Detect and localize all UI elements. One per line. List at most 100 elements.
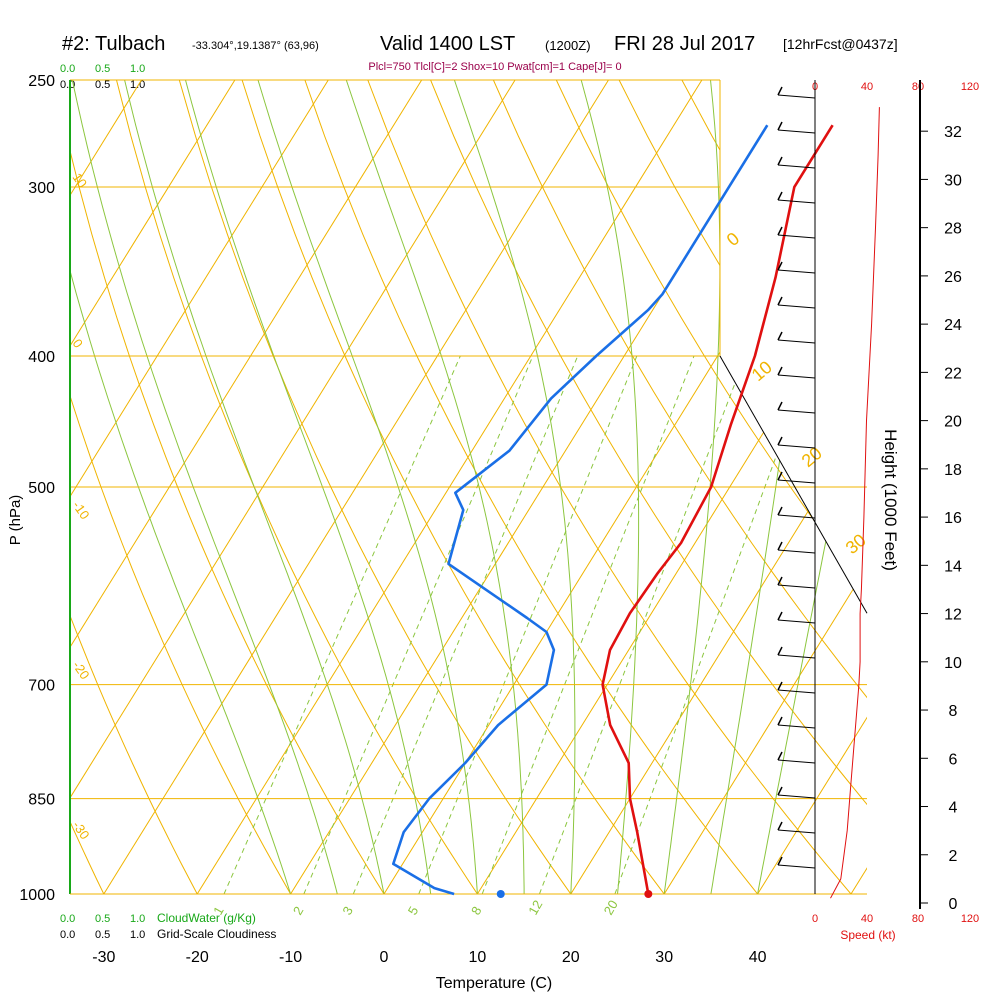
speed-tick-top-3: 120 bbox=[961, 81, 979, 93]
x-axis-title: Temperature (C) bbox=[436, 975, 552, 992]
wind-barb-flag bbox=[777, 716, 783, 726]
height-tick-label: 22 bbox=[944, 365, 962, 382]
dry-adiabat-line bbox=[933, 80, 1000, 894]
wind-barb bbox=[777, 479, 816, 484]
isotherm-label-left: 0 bbox=[70, 336, 86, 351]
wind-barb bbox=[777, 654, 816, 659]
wind-barb-flag bbox=[777, 156, 783, 166]
surface-dewpoint-dot bbox=[496, 890, 505, 898]
height-tick-label: 24 bbox=[944, 317, 962, 334]
forecast-info: [12hrFcst@0437z] bbox=[783, 36, 898, 52]
zulu-time: (1200Z) bbox=[545, 38, 591, 53]
dewpoint-line bbox=[391, 124, 769, 896]
wind-barb bbox=[777, 129, 816, 134]
wind-barb-flag bbox=[777, 436, 783, 446]
wind-barb bbox=[777, 304, 816, 309]
dry-adiabat-line bbox=[492, 80, 867, 894]
wind-barb-flag bbox=[777, 786, 783, 796]
isotherm-label: 0 bbox=[723, 228, 744, 250]
isotherm-label-left: -10 bbox=[70, 498, 93, 522]
speed-tick-top-2: 80 bbox=[912, 81, 924, 93]
speed-tick-bottom-1: 40 bbox=[861, 913, 873, 925]
wind-barb bbox=[777, 829, 816, 834]
cloudiness-tick-top-1: 0.5 bbox=[95, 79, 110, 91]
dry-adiabat-line bbox=[116, 80, 478, 894]
speed-tick-bottom-2: 80 bbox=[912, 913, 924, 925]
wind-barb bbox=[777, 619, 816, 624]
pressure-tick-label: 700 bbox=[28, 678, 55, 695]
height-tick-label: 20 bbox=[944, 414, 962, 431]
pressure-tick-label: 400 bbox=[28, 349, 55, 366]
cloudiness-label: Grid-Scale Cloudiness bbox=[157, 927, 276, 941]
speed-label: Speed (kt) bbox=[840, 928, 895, 942]
cloudiness-tick-bottom-0: 0.0 bbox=[60, 929, 75, 941]
moist-adiabat-line bbox=[124, 80, 385, 894]
height-tick-label: 4 bbox=[949, 800, 958, 817]
wind-barb-flag bbox=[777, 471, 783, 481]
moist-adiabat-line bbox=[70, 80, 292, 894]
mixing-ratio-label: 12 bbox=[525, 897, 545, 917]
wind-barb bbox=[777, 794, 816, 799]
height-tick-label: 14 bbox=[944, 558, 962, 575]
wind-barb bbox=[777, 409, 816, 414]
wind-barb-flag bbox=[777, 121, 783, 131]
isotherm-line bbox=[850, 80, 867, 894]
height-tick-label: 2 bbox=[949, 848, 958, 865]
sounding-params: Plcl=750 Tlcl[C]=2 Shox=10 Pwat[cm]=1 Ca… bbox=[368, 61, 621, 73]
mixing-ratio-label: 5 bbox=[405, 904, 422, 918]
dry-adiabat-line bbox=[996, 80, 1000, 894]
wind-barb bbox=[777, 94, 816, 99]
cloudwater-tick-top-2: 1.0 bbox=[130, 63, 145, 75]
wind-barb bbox=[777, 444, 816, 449]
mixing-ratio-line bbox=[538, 355, 746, 894]
height-axis-title: Height (1000 Feet) bbox=[881, 429, 900, 571]
mixing-ratio-line bbox=[481, 355, 695, 894]
wind-barb bbox=[777, 374, 816, 379]
wind-barb-flag bbox=[777, 576, 783, 586]
mixing-ratio-label: 2 bbox=[290, 904, 307, 918]
mixing-ratio-line bbox=[352, 355, 579, 894]
pressure-tick-label: 500 bbox=[28, 480, 55, 497]
pressure-tick-label: 1000 bbox=[19, 887, 55, 904]
height-tick-label: 30 bbox=[944, 172, 962, 189]
moist-adiabat-line bbox=[257, 80, 478, 894]
wind-barb bbox=[777, 864, 816, 869]
wind-barb bbox=[777, 339, 816, 344]
wind-barb-flag bbox=[777, 611, 783, 621]
wind-barb bbox=[777, 759, 816, 764]
cloudwater-tick-top-0: 0.0 bbox=[60, 63, 75, 75]
height-tick-label: 6 bbox=[949, 751, 958, 768]
wind-barb bbox=[777, 514, 816, 519]
mixing-ratio-line bbox=[418, 355, 638, 894]
height-tick-label: 12 bbox=[944, 607, 962, 624]
height-tick-label: 8 bbox=[949, 703, 958, 720]
mixing-ratio-label: 20 bbox=[601, 897, 621, 917]
wind-barb-flag bbox=[777, 366, 783, 376]
wind-barb-flag bbox=[777, 751, 783, 761]
wind-barb-flag bbox=[777, 226, 783, 236]
temperature-tick-label: 20 bbox=[562, 949, 580, 966]
temperature-line bbox=[601, 124, 834, 895]
height-tick-label: 26 bbox=[944, 269, 962, 286]
dry-adiabat-line bbox=[367, 80, 852, 894]
isotherm-line bbox=[757, 80, 867, 894]
isotherm-label: 30 bbox=[842, 530, 870, 558]
speed-tick-bottom-3: 120 bbox=[961, 913, 979, 925]
wind-barb bbox=[777, 724, 816, 729]
isotherm-label-left: 10 bbox=[70, 170, 91, 190]
height-tick-label: 18 bbox=[944, 462, 962, 479]
wind-barb-flag bbox=[777, 191, 783, 201]
mixing-ratio-line bbox=[303, 355, 534, 894]
wind-barb-flag bbox=[777, 331, 783, 341]
moist-adiabat-line bbox=[71, 80, 338, 894]
height-tick-label: 0 bbox=[949, 896, 958, 913]
wind-barb bbox=[777, 689, 816, 694]
isotherm-label-left: -20 bbox=[70, 658, 93, 682]
wind-barb bbox=[777, 549, 816, 554]
cloudiness-tick-bottom-2: 1.0 bbox=[130, 929, 145, 941]
valid-date: FRI 28 Jul 2017 bbox=[614, 33, 755, 55]
wind-barb-flag bbox=[777, 296, 783, 306]
wind-barb-flag bbox=[777, 541, 783, 551]
